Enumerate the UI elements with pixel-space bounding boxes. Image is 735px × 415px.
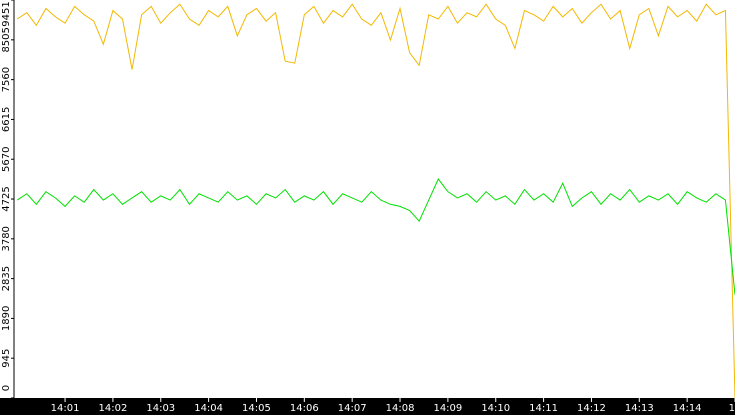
- x-axis-strip: [0, 398, 735, 415]
- y-tick-label: 3780: [1, 226, 12, 251]
- y-tick-label: 2835: [1, 266, 12, 291]
- x-tick-label: 14:09: [433, 403, 462, 414]
- x-tick-label: 14:14: [673, 403, 702, 414]
- series-line: [16, 178, 735, 295]
- y-tick-label: 4725: [1, 186, 12, 211]
- x-tick-label: 14:07: [338, 403, 367, 414]
- x-tick-label: 14: [729, 403, 735, 414]
- x-tick-label: 14:06: [290, 403, 319, 414]
- y-tick-label: 945: [1, 349, 12, 368]
- y-tick-label: 1890: [1, 306, 12, 331]
- x-tick-label: 14:03: [146, 403, 175, 414]
- y-tick-label: 6615: [1, 107, 12, 132]
- y-tick-label: 0: [1, 385, 12, 391]
- x-tick-label: 14:01: [51, 403, 80, 414]
- series-line: [16, 3, 735, 399]
- y-tick-label: 7560: [1, 67, 12, 92]
- x-tick-label: 14:08: [386, 403, 415, 414]
- x-tick-label: 14:04: [194, 403, 223, 414]
- y-tick-label: 9451: [1, 1, 12, 26]
- y-tick-label: 5670: [1, 146, 12, 171]
- y-tick-label: 8505: [1, 27, 12, 52]
- x-tick-label: 14:13: [625, 403, 654, 414]
- x-tick-label: 14:12: [577, 403, 606, 414]
- x-tick-label: 14:11: [529, 403, 558, 414]
- x-tick-label: 14:05: [242, 403, 271, 414]
- x-tick-label: 14:02: [98, 403, 127, 414]
- x-tick-label: 14:10: [481, 403, 510, 414]
